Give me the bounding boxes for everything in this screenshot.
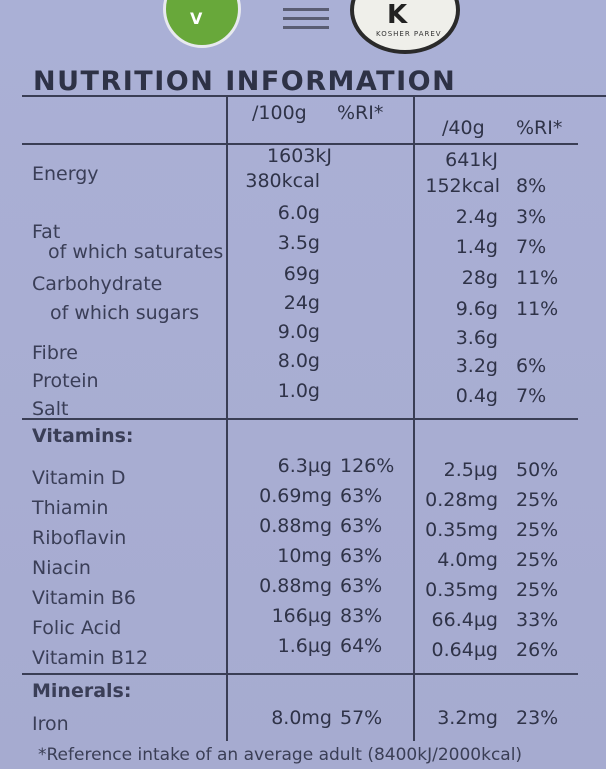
ri-40g: 3% — [516, 206, 547, 228]
value-40g: 3.6g — [455, 327, 498, 349]
nutrition-title: NUTRITION INFORMATION — [33, 66, 457, 97]
logo-strip: V K KOSHER PAREV — [0, 0, 606, 54]
value-40g-kcal: 152kcal — [425, 175, 500, 197]
vitamin-label: Niacin — [32, 557, 91, 579]
ri-100g: 57% — [340, 707, 383, 729]
value-100g: 6.0g — [277, 202, 320, 224]
vitamin-label: Vitamin B6 — [32, 587, 136, 609]
ri-100g: 126% — [340, 455, 395, 477]
row-label: of which sugars — [50, 302, 200, 324]
ri-40g: 7% — [516, 385, 547, 407]
value-40g: 641kJ — [445, 149, 498, 171]
row-label: Fat — [32, 221, 61, 243]
vitamin-label: Vitamin B12 — [32, 647, 149, 669]
recycle-mark — [277, 0, 339, 30]
value-40g: 0.64µg — [431, 639, 498, 661]
header-ri-40g: %RI* — [516, 117, 563, 139]
value-100g: 1603kJ — [267, 145, 332, 167]
ri-100g: 63% — [340, 545, 383, 567]
ri-100g: 63% — [340, 515, 383, 537]
value-100g: 166µg — [271, 605, 332, 627]
header-ri-100g: %RI* — [337, 102, 384, 124]
value-40g: 0.4g — [455, 385, 498, 407]
header-rule — [22, 143, 578, 145]
ri-40g: 25% — [516, 489, 559, 511]
value-100g: 0.88mg — [259, 575, 332, 597]
ri-100g: 64% — [340, 635, 383, 657]
value-40g: 28g — [461, 267, 498, 289]
value-100g: 0.69mg — [259, 485, 332, 507]
value-40g: 0.28mg — [425, 489, 498, 511]
value-100g: 1.6µg — [277, 635, 332, 657]
ri-40g: 50% — [516, 459, 559, 481]
value-40g: 3.2mg — [437, 707, 498, 729]
row-label: Fibre — [32, 342, 78, 364]
nutrition-table: /100g %RI* /40g %RI* Energy 1603kJ 380kc… — [22, 95, 606, 745]
value-100g: 0.88mg — [259, 515, 332, 537]
value-40g: 66.4µg — [431, 609, 498, 631]
value-40g: 0.35mg — [425, 519, 498, 541]
ri-100g: 63% — [340, 485, 383, 507]
ri-40g: 6% — [516, 355, 547, 377]
value-40g: 9.6g — [455, 298, 498, 320]
ri-40g: 25% — [516, 519, 559, 541]
vitamin-label: Riboflavin — [32, 527, 127, 549]
ri-40g: 26% — [516, 639, 559, 661]
footnote: *Reference intake of an average adult (8… — [38, 745, 523, 765]
ri-40g: 33% — [516, 609, 559, 631]
value-100g: 10mg — [277, 545, 332, 567]
value-40g: 4.0mg — [437, 549, 498, 571]
ri-100g: 83% — [340, 605, 383, 627]
top-rule — [22, 95, 606, 97]
vitamins-rule — [22, 418, 578, 420]
value-100g: 9.0g — [277, 321, 320, 343]
mineral-label: Iron — [32, 713, 69, 735]
ri-100g: 63% — [340, 575, 383, 597]
vitamin-label: Thiamin — [32, 497, 109, 519]
value-40g: 0.35mg — [425, 579, 498, 601]
vitamin-label: Vitamin D — [32, 467, 126, 489]
value-100g-kcal: 380kcal — [245, 170, 320, 192]
minerals-rule — [22, 673, 578, 675]
minerals-heading: Minerals: — [32, 680, 132, 702]
ri-40g: 7% — [516, 236, 547, 258]
col-divider-2 — [413, 95, 415, 741]
ri-40g: 23% — [516, 707, 559, 729]
row-label: Salt — [32, 398, 69, 420]
value-40g: 3.2g — [455, 355, 498, 377]
value-100g: 8.0g — [277, 350, 320, 372]
value-40g: 1.4g — [455, 236, 498, 258]
value-100g: 3.5g — [277, 232, 320, 254]
ri-40g: 11% — [516, 298, 559, 320]
value-100g: 8.0mg — [271, 707, 332, 729]
vitamin-label: Folic Acid — [32, 617, 122, 639]
value-100g: 24g — [283, 292, 320, 314]
value-40g: 2.4g — [455, 206, 498, 228]
value-100g: 1.0g — [277, 380, 320, 402]
kosher-text: KOSHER PAREV — [376, 30, 442, 38]
kosher-logo: K KOSHER PAREV — [350, 0, 460, 54]
row-label: Energy — [32, 163, 99, 185]
vegetarian-logo: V — [163, 0, 241, 48]
vitamins-heading: Vitamins: — [32, 425, 134, 447]
value-40g: 2.5µg — [443, 459, 498, 481]
value-100g: 69g — [283, 263, 320, 285]
header-per-40g: /40g — [442, 117, 485, 139]
col-divider-1 — [226, 95, 228, 741]
ri-40g: 25% — [516, 549, 559, 571]
value-100g: 6.3µg — [277, 455, 332, 477]
kosher-letter: K — [387, 0, 408, 30]
ri-40g: 25% — [516, 579, 559, 601]
ri-40g: 8% — [516, 175, 547, 197]
row-label: of which saturates — [48, 241, 224, 263]
veg-letter: V — [190, 9, 203, 28]
row-label: Carbohydrate — [32, 273, 163, 295]
row-label: Protein — [32, 370, 99, 392]
ri-40g: 11% — [516, 267, 559, 289]
header-per-100g: /100g — [252, 102, 307, 124]
